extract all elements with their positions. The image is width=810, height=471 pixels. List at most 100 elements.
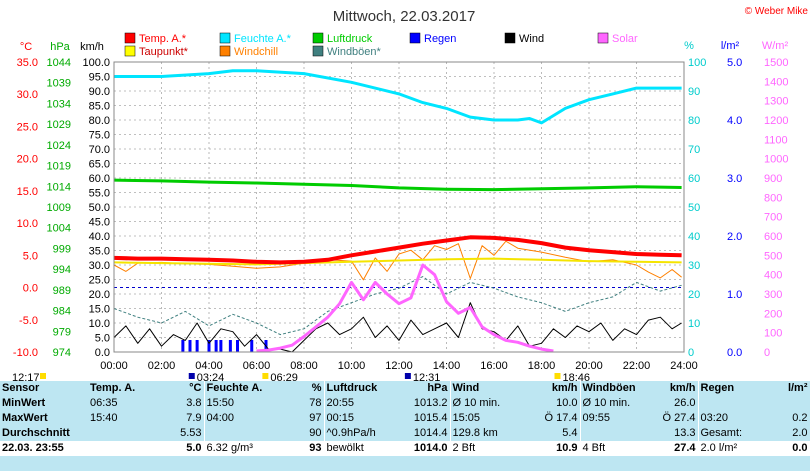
marker-label: 12:17 [12,372,40,381]
solar-tick: 700 [764,212,782,224]
x-tick: 12:00 [385,360,413,372]
stats-cell: 15:50 [206,397,235,409]
rain-bar [228,340,232,352]
pressure-tick: 989 [53,285,71,297]
x-tick: 24:00 [670,360,698,372]
humidity-tick: 100 [688,57,706,69]
legend-swatch-rain [409,32,421,44]
stats-row: 22.03. 23:55 5.0 6.32 g/m³ 93 bewölkt 1014.0 2… [0,441,810,456]
rain-bar [195,340,199,352]
humidity-tick: 20 [688,289,700,301]
weather-chart: Mittwoch, 22.03.2017 © Weber Mike Temp. … [12,6,809,381]
stats-cell: 04:00 [206,412,235,424]
legend-swatch-solar [597,32,609,44]
temp-tick: 5.0 [23,250,38,262]
stats-cell: 5.0 [158,441,205,456]
tick-labels: 35.0 30.0 25.0 20.0 15.0 10.0 5.0 0.0 -5.0 -10.0 1… [13,57,789,372]
solar-tick: 1100 [764,134,788,146]
temp-axis-label: °C [20,41,32,53]
stats-header-cell: Luftdruck [326,382,378,394]
stats-cell: 22.03. 23:55 [0,441,88,456]
stats-cell [580,426,650,441]
stats-cell [768,396,810,411]
rain-tick: 1.0 [727,289,742,301]
stats-header-cell: l/m² [768,381,810,396]
stats-cell: 15:05 [452,412,481,424]
wind-tick: 40.0 [89,231,110,243]
pressure-tick: 1039 [47,78,71,90]
legend-label-humidity: Feuchte A.* [234,33,292,45]
wind-axis-label: km/h [80,41,104,53]
credit-label: © Weber Mike [745,6,809,17]
stats-header-cell: % [280,381,325,396]
wind-tick: 20.0 [89,289,110,301]
axis-labels: °C hPa km/h % l/m² W/m² [20,40,789,53]
temp-line [113,235,682,265]
stats-header-cell: °C [158,381,205,396]
legend-label-temp: Temp. A.* [139,33,187,45]
stats-cell: Gesamt: [700,427,743,439]
rain-tick: 5.0 [727,57,742,69]
solar-tick: 0 [764,347,770,359]
stats-header-cell: hPa [402,381,451,396]
marker-label: 03:24 [197,372,225,381]
rain-axis-label: l/m² [721,40,740,52]
wind-tick: 55.0 [89,188,110,200]
solar-tick: 400 [764,270,782,282]
stats-cell: 20:55 [326,397,355,409]
legend-swatch-pressure [312,32,324,44]
stats-cell: 93 [280,441,325,456]
stats-cell: 0.0 [768,441,810,456]
solar-tick: 900 [764,173,782,185]
stats-cell: 90 [280,426,325,441]
solar-tick: 600 [764,231,782,243]
pressure-tick: 1009 [47,202,71,214]
stats-cell: MaxWert [2,412,48,424]
legend-swatch-temp [124,32,136,44]
marker-icon [188,373,195,379]
wind-tick: 15.0 [89,304,110,316]
stats-cell: bewölkt [324,441,402,456]
humidity-axis-label: % [684,40,694,52]
wind-tick: 0.0 [95,347,110,359]
stats-header-cell: Feuchte A. [206,382,263,394]
series-lines [113,69,682,353]
solar-tick: 1300 [764,96,788,108]
solar-tick: 300 [764,289,782,301]
stats-cell: 78 [280,396,325,411]
temp-tick: 0.0 [23,283,38,295]
humidity-tick: 90 [688,86,700,98]
stats-cell: 1013.2 [402,396,451,411]
stats-cell: 27.4 [650,441,699,456]
temp-tick: 15.0 [17,186,38,198]
marker-label: 18:46 [563,372,591,381]
solar-tick: 1400 [764,76,788,88]
plot-frame [113,61,685,353]
x-tick: 04:00 [195,360,223,372]
stats-cell: 0.2 [768,411,810,426]
x-tick: 00:00 [100,360,128,372]
stats-header-cell: Windböen [582,382,636,394]
legend-swatch-dewpoint [124,45,136,57]
x-tick: 14:00 [433,360,461,372]
stats-row: Durchschnitt 5.53 90 ^0.9hPa/h 1014.4 129.8 k… [0,426,810,441]
solar-tick: 200 [764,308,782,320]
wind-tick: 70.0 [89,144,110,156]
humidity-tick: 40 [688,231,700,243]
stats-cell: Ø 10 min. [452,397,501,409]
legend-swatch-windchill [219,45,231,57]
pressure-tick: 1034 [47,98,71,110]
stats-cell: 10.0 [522,396,581,411]
gusts-line [113,276,682,336]
stats-cell [698,396,768,411]
wind-tick: 90.0 [89,86,110,98]
stats-cell: 5.53 [158,426,205,441]
x-tick: 02:00 [148,360,176,372]
stats-row: MinWert 06:35 3.8 15:50 78 20:55 1013.2 Ø 10 mi… [0,396,810,411]
pressure-tick: 1019 [47,161,71,173]
wind-tick: 65.0 [89,159,110,171]
temp-tick: 30.0 [17,89,38,101]
stats-cell: 1014.4 [402,426,451,441]
stats-cell: 97 [280,411,325,426]
wind-line [113,302,682,353]
